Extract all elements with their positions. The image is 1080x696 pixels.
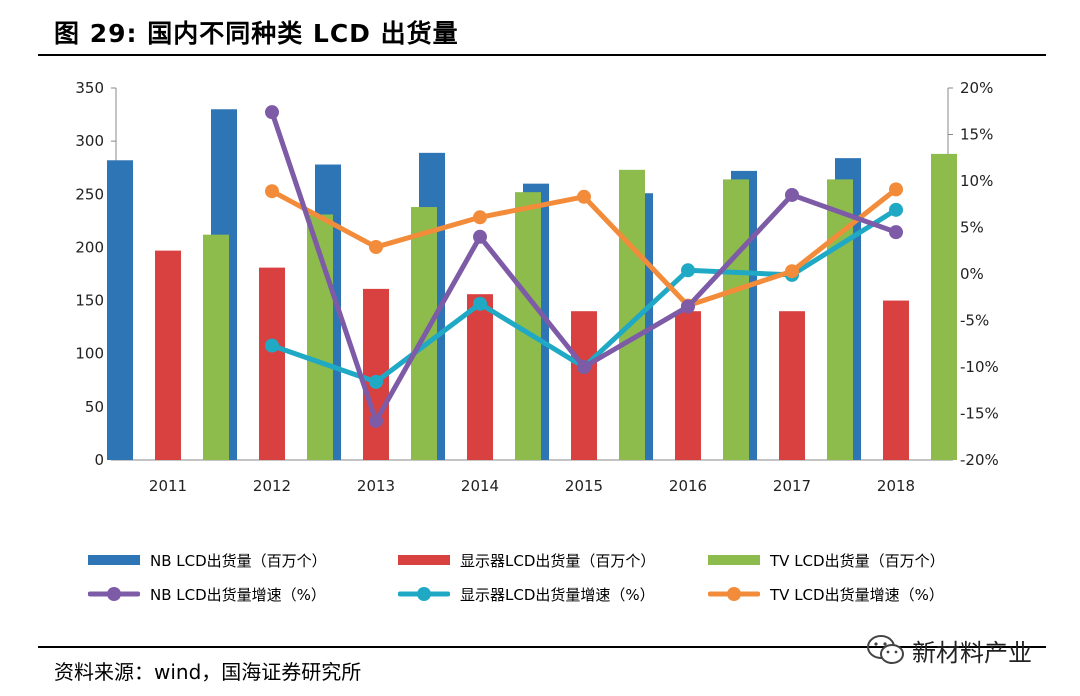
- bar-monitor: [883, 300, 909, 460]
- legend-point-mark: [107, 587, 121, 601]
- point-nb-growth: [681, 299, 695, 314]
- legend-swatch-tv-shipment: [708, 555, 760, 565]
- x-axis-tick-label: 2017: [773, 477, 811, 495]
- legend-item-tv-growth: TV LCD出货量增速（%）: [708, 581, 944, 607]
- legend-label-monitor-growth: 显示器LCD出货量增速（%）: [460, 585, 655, 604]
- left-axis-tick-label: 250: [75, 185, 104, 203]
- legend-swatch-nb-growth: [88, 587, 140, 601]
- x-axis-tick-label: 2016: [669, 477, 707, 495]
- point-monitor-growth: [473, 296, 487, 311]
- bar-monitor: [467, 294, 493, 460]
- right-axis-tick-label: -5%: [960, 312, 989, 330]
- legend-item-monitor-shipment: 显示器LCD出货量（百万个）: [398, 547, 655, 573]
- legend-point-mark: [727, 587, 741, 601]
- legend-swatch-monitor-growth: [398, 587, 450, 601]
- bar-tv: [827, 179, 853, 461]
- right-axis-tick-label: 15%: [960, 126, 993, 144]
- legend-swatch-nb-shipment: [88, 555, 140, 565]
- legend-label-nb-shipment: NB LCD出货量（百万个）: [150, 551, 327, 570]
- left-axis-tick-label: 200: [75, 238, 104, 256]
- left-axis-tick-label: 350: [75, 79, 104, 97]
- top-divider: [38, 54, 1046, 56]
- right-axis-tick-label: 20%: [960, 79, 993, 97]
- wechat-icon: [867, 635, 904, 664]
- point-nb-growth: [889, 225, 903, 240]
- lcd-shipment-chart: 0 50 100 150 200 250 300 350 -20% -15% -10% -5% 0% 5%…: [75, 79, 999, 495]
- bar-nb: [107, 160, 133, 460]
- watermark: 新材料产业: [866, 632, 1032, 668]
- bar-monitor: [571, 311, 597, 460]
- figure-title: 图 29: 国内不同种类 LCD 出货量: [54, 19, 459, 48]
- point-tv-growth: [577, 189, 591, 204]
- bar-monitor: [675, 311, 701, 460]
- legend-item-tv-shipment: TV LCD出货量（百万个）: [708, 547, 945, 573]
- point-monitor-growth: [265, 338, 279, 353]
- point-nb-growth: [577, 360, 591, 374]
- bar-tv: [203, 234, 229, 460]
- bar-tv: [931, 153, 957, 460]
- point-tv-growth: [785, 264, 799, 279]
- legend-label-nb-growth: NB LCD出货量增速（%）: [150, 585, 326, 604]
- legend-label-tv-shipment: TV LCD出货量（百万个）: [770, 551, 945, 570]
- point-tv-growth: [473, 210, 487, 225]
- point-tv-growth: [369, 240, 383, 255]
- legend-swatch-tv-growth: [708, 587, 760, 601]
- bar-monitor: [779, 311, 805, 460]
- left-axis-tick-label: 100: [75, 345, 104, 363]
- legend-item-monitor-growth: 显示器LCD出货量增速（%）: [398, 581, 655, 607]
- x-axis-tick-label: 2011: [149, 477, 187, 495]
- left-axis-tick-label: 150: [75, 292, 104, 310]
- left-axis-tick-label: 50: [85, 398, 104, 416]
- right-axis-tick-label: 0%: [960, 265, 984, 283]
- x-axis-tick-label: 2014: [461, 477, 499, 495]
- right-axis-tick-label: 5%: [960, 219, 984, 237]
- point-tv-growth: [265, 184, 279, 199]
- right-axis-tick-label: -20%: [960, 451, 999, 469]
- point-nb-growth: [369, 413, 383, 428]
- x-axis-tick-label: 2015: [565, 477, 603, 495]
- source-note: 资料来源：wind，国海证券研究所: [54, 660, 362, 684]
- line-tv-growth: [269, 186, 899, 309]
- legend-point-mark: [417, 587, 431, 601]
- watermark-text: 新材料产业: [912, 638, 1032, 667]
- x-axis-tick-label: 2012: [253, 477, 291, 495]
- left-axis-tick-label: 300: [75, 132, 104, 150]
- legend-label-tv-growth: TV LCD出货量增速（%）: [770, 585, 944, 604]
- left-axis-tick-label: 0: [94, 451, 104, 469]
- point-monitor-growth: [889, 202, 903, 217]
- x-axis-tick-label: 2013: [357, 477, 395, 495]
- point-nb-growth: [265, 105, 279, 120]
- bar-monitor: [259, 267, 285, 460]
- legend-swatch-monitor-shipment: [398, 555, 450, 565]
- point-tv-growth: [889, 182, 903, 197]
- right-axis-tick-label: 10%: [960, 172, 993, 190]
- chart-legend: NB LCD出货量（百万个） 显示器LCD出货量（百万个） TV LCD出货量（…: [76, 545, 1036, 611]
- point-monitor-growth: [681, 263, 695, 278]
- x-axis-tick-label: 2018: [877, 477, 915, 495]
- bottom-divider: [38, 646, 1046, 648]
- point-monitor-growth: [369, 374, 383, 389]
- bar-monitor: [155, 250, 181, 460]
- point-nb-growth: [473, 229, 487, 244]
- right-axis-tick-label: -15%: [960, 405, 999, 423]
- legend-item-nb-growth: NB LCD出货量增速（%）: [88, 581, 326, 607]
- right-axis-tick-label: -10%: [960, 358, 999, 376]
- point-nb-growth: [785, 187, 799, 202]
- bar-tv: [723, 179, 749, 461]
- legend-label-monitor-shipment: 显示器LCD出货量（百万个）: [460, 551, 656, 570]
- legend-item-nb-shipment: NB LCD出货量（百万个）: [88, 547, 327, 573]
